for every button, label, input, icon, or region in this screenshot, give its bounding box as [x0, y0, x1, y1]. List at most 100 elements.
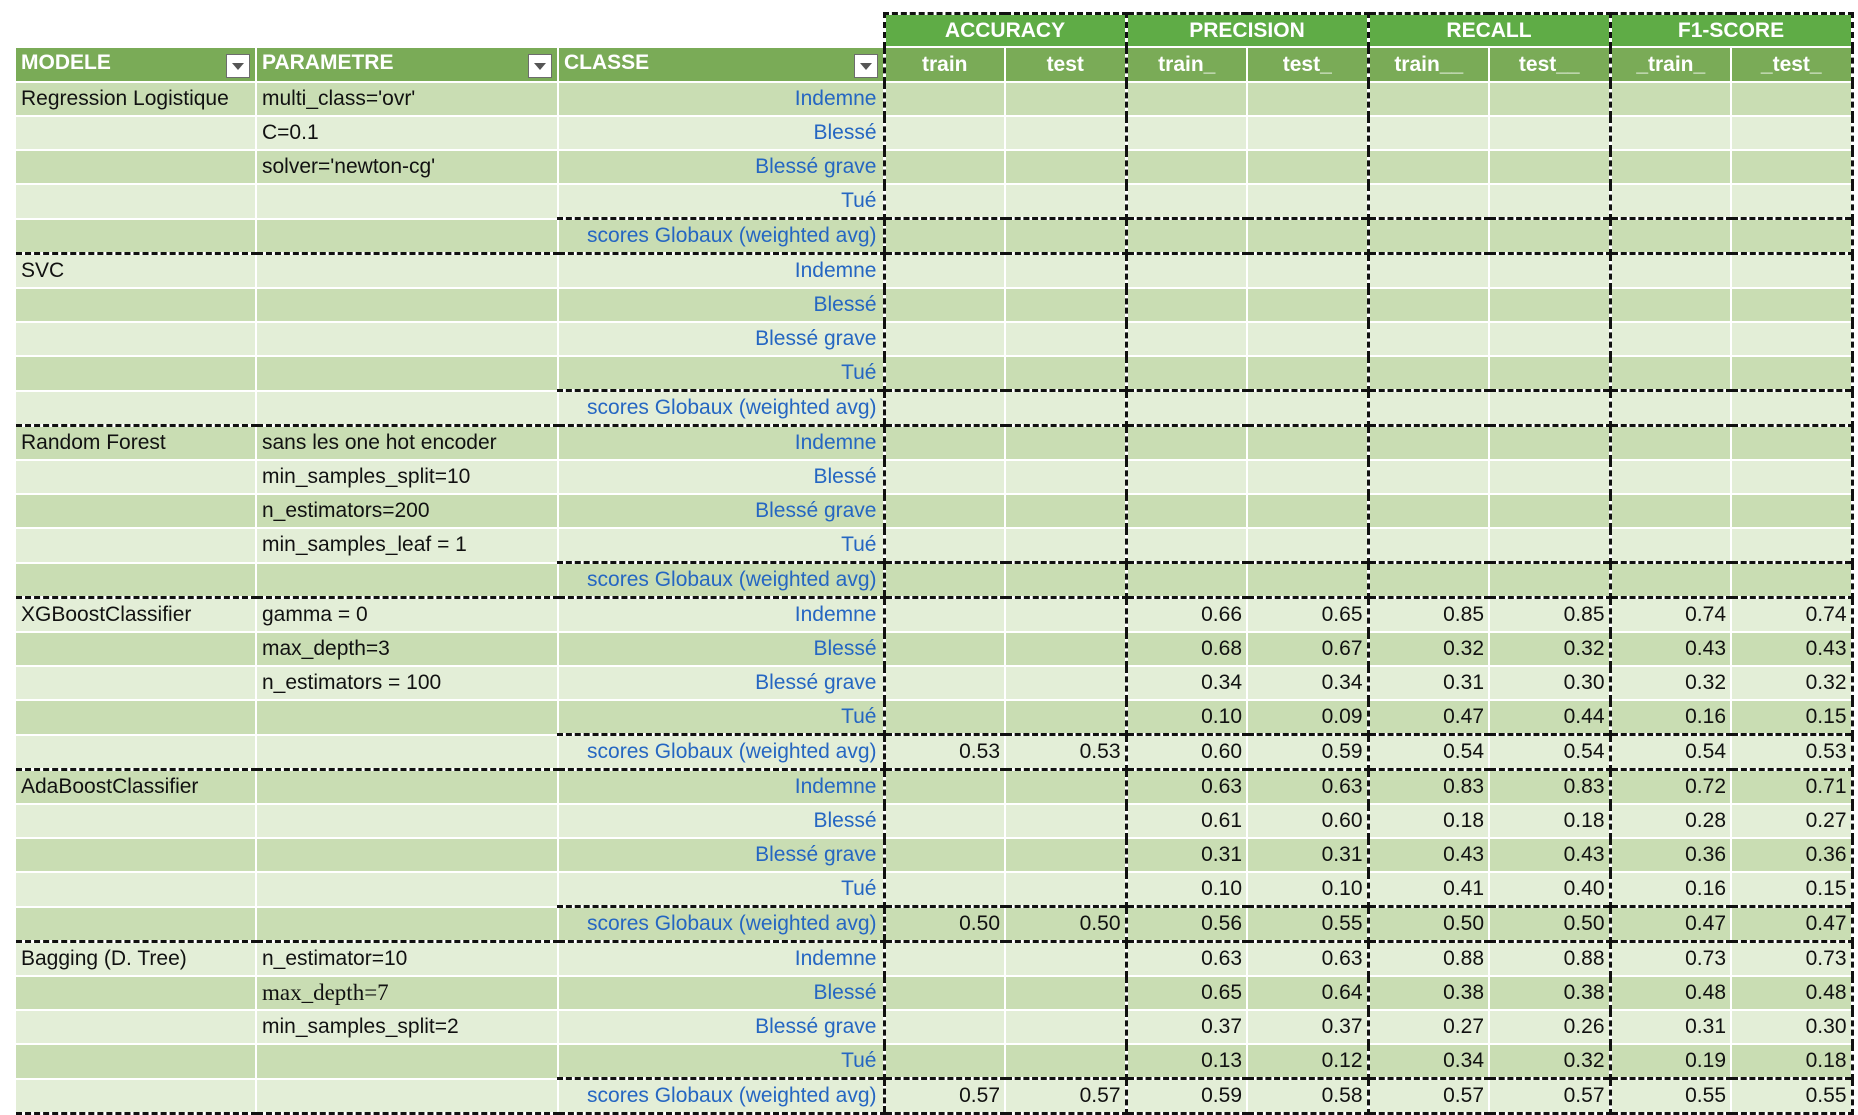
cell-f1-train[interactable] — [1610, 494, 1732, 529]
cell-param[interactable]: n_estimators = 100 — [256, 666, 559, 701]
filter-dropdown-icon[interactable] — [853, 54, 878, 78]
filter-dropdown-icon[interactable] — [226, 54, 250, 78]
cell-f1-train[interactable]: 0.28 — [1610, 804, 1732, 839]
cell-recall-train[interactable]: 0.38 — [1368, 976, 1490, 1011]
group-recall[interactable]: RECALL — [1368, 12, 1612, 48]
cell-recall-test[interactable] — [1489, 356, 1612, 392]
cell-f1-train[interactable] — [1610, 356, 1732, 392]
cell-precision-test[interactable]: 0.59 — [1247, 733, 1370, 771]
cell-f1-train[interactable] — [1610, 322, 1732, 357]
group-precision[interactable]: PRECISION — [1126, 12, 1370, 48]
cell-f1-train[interactable]: 0.47 — [1610, 905, 1732, 943]
cell-class[interactable]: Blessé — [558, 460, 885, 495]
cell-accuracy-train[interactable] — [882, 116, 1006, 151]
cell-precision-train[interactable]: 0.13 — [1126, 1044, 1248, 1080]
cell-param[interactable] — [256, 700, 559, 736]
cell-class[interactable]: Indemne — [558, 253, 885, 289]
cell-precision-test[interactable]: 0.64 — [1247, 976, 1370, 1011]
cell-recall-train[interactable] — [1368, 389, 1490, 427]
cell-class[interactable]: Tué — [558, 1044, 885, 1080]
cell-accuracy-test[interactable] — [1005, 184, 1128, 220]
cell-model[interactable]: AdaBoostClassifier — [16, 769, 257, 805]
cell-recall-train[interactable]: 0.85 — [1368, 597, 1490, 633]
cell-f1-test[interactable]: 0.43 — [1731, 632, 1854, 667]
cell-recall-train[interactable] — [1368, 150, 1490, 185]
cell-recall-test[interactable]: 0.30 — [1489, 666, 1612, 701]
cell-f1-train[interactable]: 0.36 — [1610, 838, 1732, 873]
cell-accuracy-train[interactable] — [882, 1044, 1006, 1080]
cell-param[interactable] — [256, 218, 559, 255]
cell-precision-train[interactable]: 0.59 — [1126, 1077, 1248, 1115]
cell-f1-test[interactable] — [1731, 150, 1854, 185]
cell-recall-test[interactable]: 0.50 — [1489, 905, 1612, 943]
cell-accuracy-train[interactable] — [882, 150, 1006, 185]
cell-accuracy-test[interactable] — [1005, 632, 1128, 667]
cell-accuracy-test[interactable] — [1005, 389, 1128, 427]
cell-precision-train[interactable] — [1126, 322, 1248, 357]
cell-model[interactable] — [16, 150, 257, 185]
cell-model[interactable] — [16, 1010, 257, 1045]
cell-param[interactable]: C=0.1 — [256, 116, 559, 151]
cell-accuracy-test[interactable] — [1005, 217, 1128, 255]
cell-f1-train[interactable]: 0.74 — [1610, 597, 1732, 633]
cell-f1-test[interactable]: 0.18 — [1731, 1044, 1854, 1080]
cell-precision-train[interactable]: 0.68 — [1126, 632, 1248, 667]
cell-recall-test[interactable] — [1489, 322, 1612, 357]
cell-f1-train[interactable] — [1610, 184, 1732, 220]
cell-precision-test[interactable]: 0.55 — [1247, 905, 1370, 943]
cell-recall-test[interactable]: 0.43 — [1489, 838, 1612, 873]
cell-param[interactable] — [256, 906, 559, 943]
cell-param[interactable] — [256, 769, 559, 805]
cell-precision-test[interactable]: 0.34 — [1247, 666, 1370, 701]
cell-class[interactable]: scores Globaux (weighted avg) — [558, 389, 885, 427]
cell-f1-test[interactable] — [1731, 389, 1854, 427]
cell-precision-train[interactable]: 0.65 — [1126, 976, 1248, 1011]
cell-class[interactable]: scores Globaux (weighted avg) — [558, 1077, 885, 1115]
cell-recall-train[interactable]: 0.47 — [1368, 700, 1490, 736]
cell-class[interactable]: Indemne — [558, 425, 885, 461]
cell-model[interactable]: SVC — [16, 253, 257, 289]
cell-f1-train[interactable] — [1610, 116, 1732, 151]
cell-precision-test[interactable] — [1247, 389, 1370, 427]
cell-recall-test[interactable] — [1489, 150, 1612, 185]
cell-param[interactable]: max_depth=3 — [256, 632, 559, 667]
cell-accuracy-test[interactable] — [1005, 769, 1128, 805]
cell-accuracy-train[interactable] — [882, 561, 1006, 599]
cell-model[interactable] — [16, 116, 257, 151]
header-model[interactable]: MODELE — [16, 47, 257, 83]
header-f1-train[interactable]: _train_ — [1610, 47, 1732, 83]
cell-class[interactable]: Indemne — [558, 769, 885, 805]
cell-f1-test[interactable]: 0.73 — [1731, 941, 1854, 977]
cell-accuracy-train[interactable] — [882, 356, 1006, 392]
cell-precision-test[interactable]: 0.09 — [1247, 700, 1370, 736]
cell-param[interactable]: min_samples_leaf = 1 — [256, 528, 559, 564]
cell-accuracy-test[interactable] — [1005, 872, 1128, 908]
cell-recall-test[interactable] — [1489, 82, 1612, 117]
cell-accuracy-train[interactable] — [882, 976, 1006, 1011]
cell-recall-test[interactable]: 0.38 — [1489, 976, 1612, 1011]
cell-param[interactable]: n_estimator=10 — [256, 941, 559, 977]
cell-f1-test[interactable] — [1731, 322, 1854, 357]
cell-f1-test[interactable] — [1731, 425, 1854, 461]
cell-class[interactable]: Blessé grave — [558, 838, 885, 873]
cell-f1-test[interactable] — [1731, 116, 1854, 151]
cell-accuracy-test[interactable]: 0.53 — [1005, 733, 1128, 771]
cell-accuracy-test[interactable]: 0.50 — [1005, 905, 1128, 943]
cell-recall-test[interactable] — [1489, 561, 1612, 599]
cell-accuracy-train[interactable] — [882, 941, 1006, 977]
cell-recall-test[interactable]: 0.85 — [1489, 597, 1612, 633]
cell-precision-train[interactable]: 0.63 — [1126, 941, 1248, 977]
cell-param[interactable] — [256, 253, 559, 289]
cell-model[interactable] — [16, 460, 257, 495]
cell-f1-train[interactable] — [1610, 425, 1732, 461]
cell-precision-train[interactable]: 0.10 — [1126, 872, 1248, 908]
cell-class[interactable]: Indemne — [558, 597, 885, 633]
cell-f1-test[interactable] — [1731, 82, 1854, 117]
cell-accuracy-test[interactable] — [1005, 425, 1128, 461]
cell-precision-test[interactable]: 0.63 — [1247, 941, 1370, 977]
cell-f1-train[interactable]: 0.54 — [1610, 733, 1732, 771]
cell-precision-test[interactable] — [1247, 288, 1370, 323]
cell-recall-test[interactable] — [1489, 425, 1612, 461]
cell-model[interactable] — [16, 872, 257, 908]
cell-model[interactable] — [16, 632, 257, 667]
